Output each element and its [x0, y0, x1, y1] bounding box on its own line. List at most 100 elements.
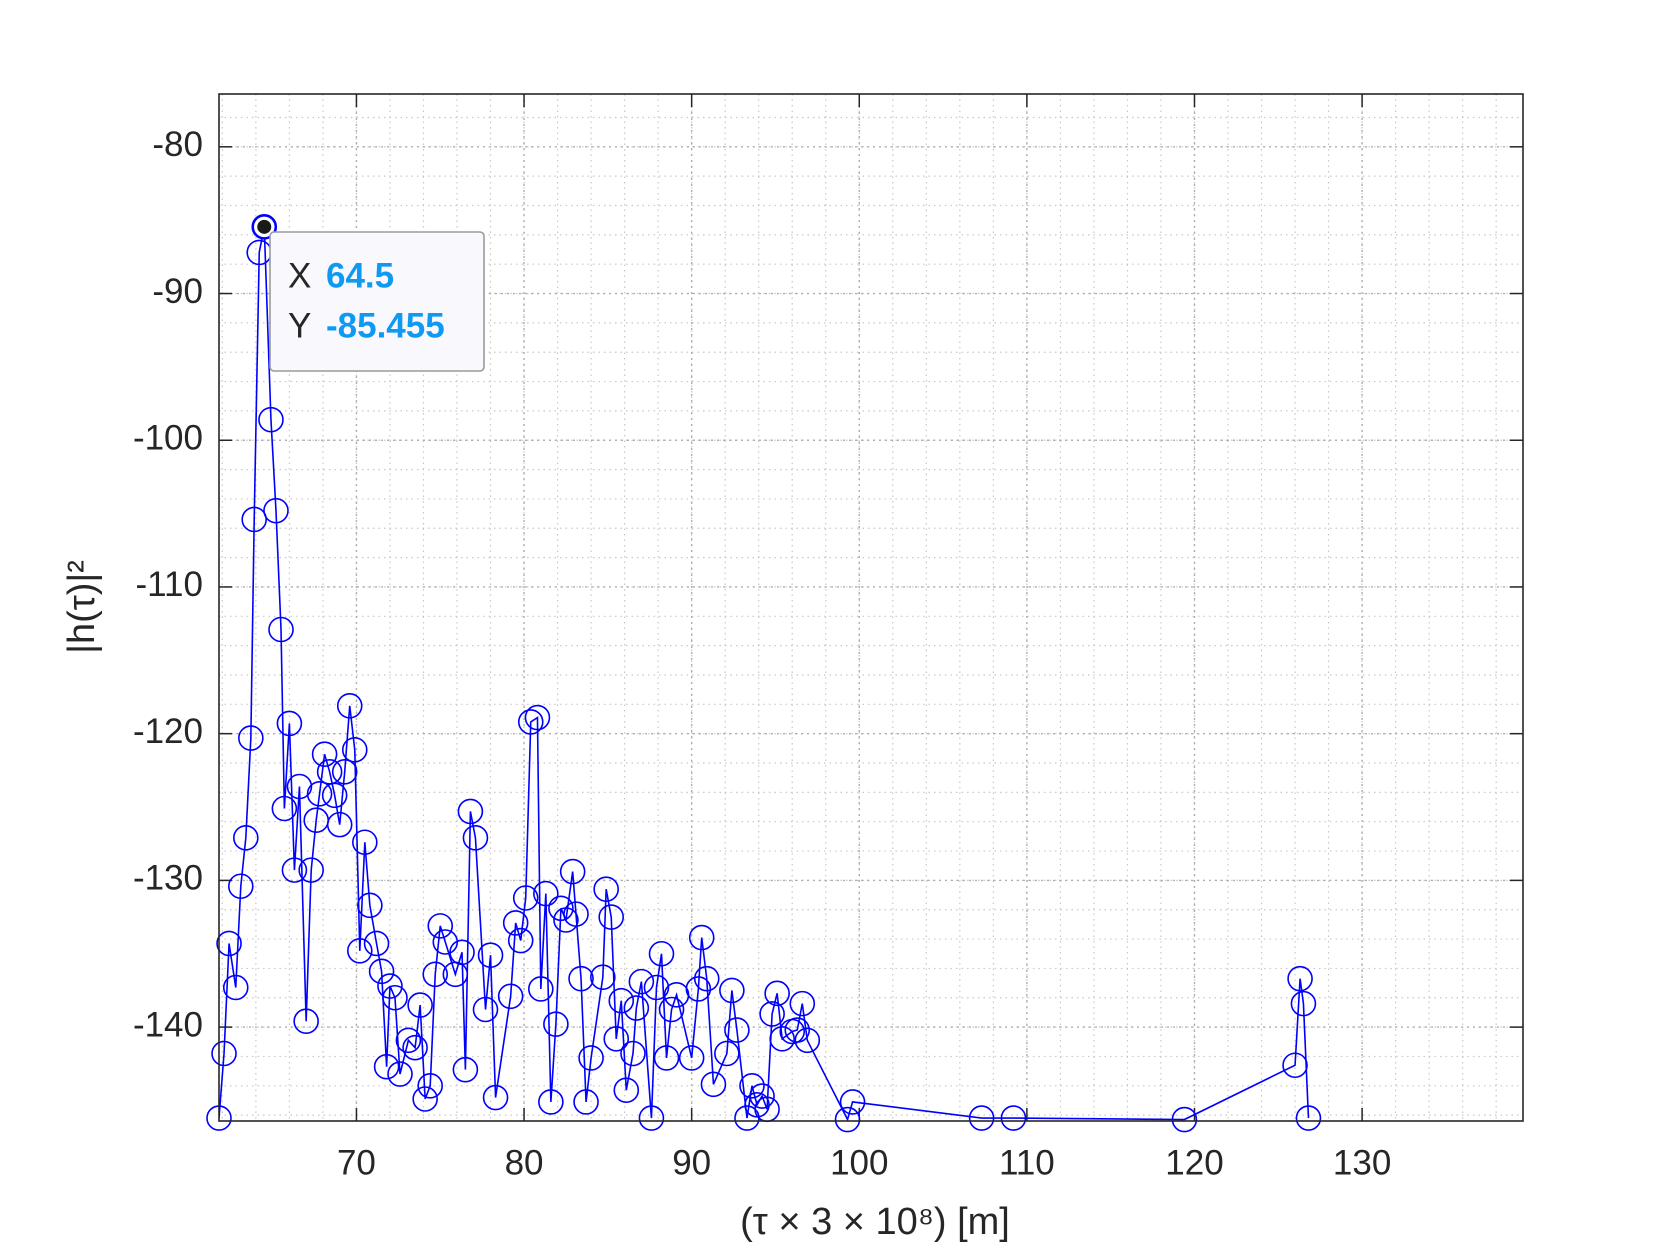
- marker: [407, 992, 433, 1018]
- marker: [238, 725, 264, 751]
- marker: [719, 977, 745, 1004]
- marker: [653, 1045, 680, 1071]
- marker: [352, 829, 378, 856]
- x-tick-label: 90: [672, 1143, 711, 1182]
- marker: [507, 927, 534, 954]
- y-tick-label: -120: [133, 712, 203, 751]
- marker: [724, 1017, 750, 1043]
- x-tick-label: 120: [1165, 1143, 1223, 1182]
- marker: [276, 710, 303, 737]
- marker: [357, 892, 383, 919]
- x-axis-label: (τ × 3 × 10⁸) [m]: [740, 1201, 1010, 1243]
- marker: [643, 974, 670, 1001]
- datatip-point: [257, 219, 272, 234]
- marker: [1000, 1105, 1027, 1131]
- marker: [268, 616, 294, 643]
- marker: [764, 980, 790, 1007]
- marker: [538, 1089, 564, 1115]
- marker: [543, 1011, 569, 1037]
- marker: [331, 759, 358, 785]
- marker: [387, 1061, 413, 1087]
- datatip-x-name: X: [288, 256, 311, 295]
- marker: [638, 1105, 665, 1131]
- marker: [517, 709, 544, 735]
- marker: [794, 1027, 821, 1054]
- marker: [497, 983, 524, 1010]
- datatip-x-value: 64.5: [326, 256, 394, 295]
- y-tick-label: -130: [133, 859, 203, 898]
- marker: [395, 1027, 422, 1054]
- marker: [789, 990, 816, 1017]
- marker: [363, 930, 390, 957]
- marker: [598, 904, 625, 930]
- marker: [685, 976, 712, 1002]
- marker: [427, 913, 454, 939]
- marker: [749, 1083, 775, 1109]
- marker: [608, 987, 635, 1014]
- marker: [693, 965, 720, 992]
- x-tick-label: 130: [1333, 1143, 1391, 1182]
- marker: [457, 798, 484, 825]
- marker: [759, 1001, 785, 1027]
- marker: [658, 996, 685, 1023]
- marker: [578, 1045, 604, 1071]
- marker: [233, 825, 259, 851]
- marker: [251, 214, 278, 240]
- marker: [502, 910, 529, 936]
- marker: [628, 968, 655, 995]
- marker: [482, 1084, 509, 1111]
- marker: [590, 964, 616, 991]
- marker: [417, 1072, 443, 1099]
- marker: [271, 795, 298, 822]
- marker: [373, 1053, 400, 1080]
- marker: [1295, 1105, 1322, 1131]
- marker: [593, 876, 619, 902]
- marker: [700, 1071, 727, 1098]
- marker: [449, 939, 475, 966]
- marker: [402, 1034, 428, 1061]
- marker: [298, 857, 324, 883]
- marker: [341, 737, 368, 763]
- marker: [263, 497, 289, 524]
- axes-box: [218, 93, 1524, 1122]
- marker: [477, 942, 504, 969]
- marker: [623, 995, 650, 1021]
- x-tick-label: 70: [337, 1143, 376, 1182]
- marker: [1282, 1052, 1308, 1079]
- marker: [293, 1008, 319, 1035]
- marker: [422, 961, 449, 988]
- marker: [613, 1077, 640, 1103]
- marker: [834, 1106, 861, 1133]
- marker: [1290, 990, 1317, 1017]
- y-tick-label: -140: [133, 1005, 203, 1044]
- marker: [326, 811, 353, 838]
- x-tick-label: 110: [999, 1143, 1055, 1182]
- datatip-y-value: -85.455: [326, 306, 445, 345]
- marker: [222, 974, 249, 1001]
- marker: [512, 885, 539, 911]
- y-axis-label: |h(τ)|²: [61, 560, 103, 654]
- marker: [603, 1026, 630, 1052]
- marker: [968, 1105, 995, 1131]
- marker: [241, 506, 267, 533]
- marker: [563, 901, 589, 927]
- y-tick-label: -100: [133, 418, 203, 457]
- marker: [377, 973, 403, 999]
- marker: [216, 930, 242, 957]
- marker: [568, 965, 594, 992]
- marker: [211, 1040, 237, 1067]
- datatip-box: [269, 231, 485, 372]
- marker: [258, 406, 284, 433]
- marker: [839, 1089, 866, 1115]
- marker: [528, 976, 554, 1002]
- x-tick-label: 80: [505, 1143, 544, 1182]
- marker: [346, 938, 373, 964]
- marker: [1287, 965, 1313, 992]
- marker: [714, 1040, 740, 1067]
- marker: [1171, 1106, 1198, 1133]
- marker: [688, 924, 715, 951]
- marker: [452, 1056, 479, 1083]
- marker: [524, 704, 551, 731]
- marker: [620, 1040, 646, 1067]
